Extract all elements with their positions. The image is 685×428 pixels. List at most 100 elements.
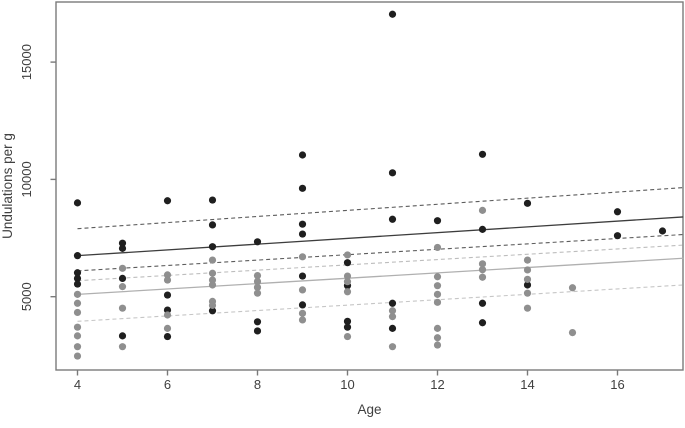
x-tick-label: 4: [74, 377, 81, 392]
gray-group-point: [388, 343, 397, 351]
gray-group-point: [253, 271, 262, 280]
gray-group-point: [73, 290, 82, 298]
gray-group-point: [343, 251, 352, 259]
gray-group-point: [523, 256, 532, 264]
black-group-point: [298, 184, 307, 192]
x-tick-label: 12: [430, 377, 444, 392]
gray-group-point: [343, 288, 352, 296]
gray-group-point: [478, 266, 487, 274]
gray-group-point: [343, 278, 352, 286]
black-group-point: [478, 319, 487, 327]
gray-group-point: [478, 273, 487, 281]
black-group-point: [343, 323, 352, 331]
plot-border: [55, 1, 684, 371]
gray-group-point: [208, 256, 217, 264]
black-group-point: [73, 280, 82, 288]
black-group-point: [163, 332, 172, 341]
black-group-point: [478, 150, 487, 158]
gray-group-point: [478, 206, 487, 214]
black-group-point: [388, 10, 397, 18]
x-axis-title: Age: [357, 402, 381, 417]
black-group-point: [478, 299, 487, 307]
gray-group-point: [388, 313, 397, 321]
x-tick-label: 16: [610, 377, 624, 392]
gray-group-point: [298, 309, 307, 317]
gray-group-point: [163, 276, 172, 284]
y-tick-label: 10000: [19, 161, 34, 197]
black-group-point: [388, 299, 397, 307]
gray-group-point: [388, 307, 397, 315]
black-group-point: [208, 196, 217, 204]
black-group-point: [118, 244, 127, 252]
black-group-point: [298, 151, 307, 159]
gray-group-point: [208, 301, 217, 309]
gray-group-point: [73, 343, 82, 351]
x-tick-label: 8: [254, 377, 261, 392]
black-group-point: [118, 274, 127, 283]
gray-group-point: [73, 299, 82, 307]
x-tick-label: 6: [164, 377, 171, 392]
black-group-point: [208, 243, 217, 251]
black-ci-lower-dashed: [77, 233, 684, 272]
x-tick-label: 14: [520, 377, 534, 392]
gray-group-point: [343, 332, 352, 341]
black-group-point: [343, 259, 352, 267]
gray-group-point: [433, 243, 442, 252]
gray-group-point: [73, 352, 82, 360]
black-group-point: [73, 252, 82, 260]
gray-group-point: [343, 272, 352, 280]
black-group-point: [253, 318, 262, 326]
black-group-point: [73, 199, 82, 207]
gray-group-point: [118, 283, 127, 291]
gray-group-point: [118, 264, 127, 272]
gray-group-point: [163, 311, 172, 319]
black-group-point: [658, 227, 667, 235]
gray-group-point: [298, 253, 307, 261]
gray-group-point: [298, 316, 307, 324]
black-group-point: [433, 217, 442, 225]
black-fit-solid: [77, 216, 684, 257]
black-group-point: [478, 225, 487, 233]
gray-group-point: [568, 328, 577, 337]
gray-group-point: [253, 277, 262, 286]
gray-group-point: [253, 289, 262, 297]
gray-group-point: [253, 283, 262, 291]
y-tick-label: 15000: [19, 44, 34, 80]
gray-ci-upper-dashed: [77, 244, 684, 282]
gray-group-point: [478, 260, 487, 268]
black-group-point: [343, 317, 352, 325]
y-axis-title: Undulations per g: [0, 133, 15, 239]
gray-group-point: [118, 343, 127, 351]
gray-group-point: [433, 334, 442, 342]
gray-group-point: [208, 281, 217, 289]
black-group-point: [613, 232, 622, 240]
black-group-point: [208, 221, 217, 229]
gray-group-point: [523, 289, 532, 297]
black-group-point: [388, 215, 397, 223]
gray-group-point: [298, 286, 307, 294]
gray-group-point: [163, 271, 172, 279]
black-group-point: [298, 220, 307, 228]
gray-group-point: [433, 290, 442, 298]
black-group-point: [118, 332, 127, 340]
gray-group-point: [433, 298, 442, 306]
gray-group-point: [433, 282, 442, 290]
gray-group-point: [73, 308, 82, 317]
gray-group-point: [73, 323, 82, 331]
black-group-point: [253, 238, 262, 246]
black-group-point: [613, 208, 622, 216]
gray-ci-lower-dashed: [77, 284, 684, 322]
gray-group-point: [568, 284, 577, 292]
gray-group-point: [118, 304, 127, 312]
gray-group-point: [523, 275, 532, 283]
black-group-point: [523, 281, 532, 289]
black-group-point: [163, 306, 172, 314]
black-group-point: [73, 269, 82, 277]
black-group-point: [298, 301, 307, 309]
black-group-point: [388, 169, 397, 177]
black-group-point: [118, 239, 127, 247]
black-group-point: [523, 199, 532, 207]
gray-fit-solid: [77, 257, 684, 296]
